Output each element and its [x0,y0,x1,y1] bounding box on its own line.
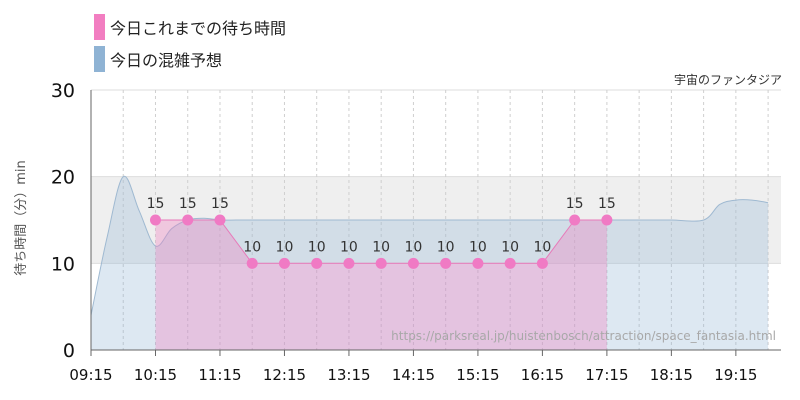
data-label: 15 [566,196,584,212]
plot-area: 15 15 15 10 10 10 10 10 10 10 10 10 10 15 15 0 10 20 30 09:… [51,80,781,384]
forecast-line [90,175,769,316]
x-tick-label: 17:15 [585,366,628,384]
legend-swatch-actual [94,14,105,40]
y-axis-label: 待ち時間（分）min [14,160,29,276]
actual-point [182,214,194,226]
actual-point [536,257,548,269]
actual-point [504,257,516,269]
x-tick-label: 11:15 [198,366,241,384]
data-label: 10 [533,239,551,255]
x-tick-label: 18:15 [650,366,693,384]
data-label: 10 [340,239,358,255]
actual-point [246,257,258,269]
actual-point [375,257,387,269]
data-label: 10 [501,239,519,255]
y-tick-label: 0 [63,340,75,362]
legend-label-actual: 今日これまでの待ち時間 [110,19,286,38]
data-label: 15 [147,196,165,212]
actual-point [149,214,161,226]
data-label: 10 [469,239,487,255]
source-url: https://parksreal.jp/huistenbosch/attrac… [391,329,776,343]
actual-point [440,257,452,269]
x-tick-label: 16:15 [521,366,564,384]
actual-point [214,214,226,226]
actual-point [472,257,484,269]
actual-point [311,257,323,269]
data-label: 15 [598,196,616,212]
data-label: 10 [308,239,326,255]
data-label: 10 [437,239,455,255]
data-label: 15 [179,196,197,212]
data-label: 10 [405,239,423,255]
actual-area [155,220,607,350]
data-label: 10 [372,239,390,255]
legend-swatch-forecast [94,46,105,72]
x-tick-label: 15:15 [456,366,499,384]
legend-label-forecast: 今日の混雑予想 [110,51,222,70]
actual-point [407,257,419,269]
actual-point [569,214,581,226]
x-tick-label: 13:15 [327,366,370,384]
y-tick-label: 30 [51,80,75,102]
x-tick-label: 19:15 [714,366,757,384]
x-tick-label: 10:15 [134,366,177,384]
actual-point [278,257,290,269]
data-label: 15 [211,196,229,212]
x-tick-label: 14:15 [392,366,435,384]
x-tick-label: 09:15 [69,366,112,384]
data-label: 10 [243,239,261,255]
actual-point [343,257,355,269]
x-tick-label: 12:15 [263,366,306,384]
actual-point [601,214,613,226]
data-label: 10 [276,239,294,255]
y-tick-label: 20 [51,167,75,189]
y-tick-label: 10 [51,253,75,275]
attraction-name: 宇宙のファンタジア [674,72,782,87]
